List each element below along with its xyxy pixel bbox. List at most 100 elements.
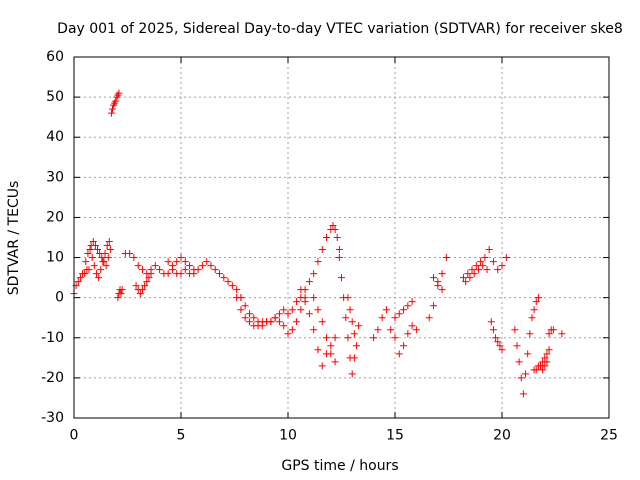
data-point xyxy=(352,342,360,350)
data-point xyxy=(228,282,236,290)
data-point xyxy=(98,254,106,262)
data-point xyxy=(549,326,557,334)
data-point xyxy=(545,346,553,354)
data-point xyxy=(297,306,305,314)
series-segment-8 xyxy=(164,254,198,274)
data-point xyxy=(346,306,354,314)
data-point xyxy=(233,294,241,302)
series-segment-15 xyxy=(370,306,420,358)
data-point xyxy=(310,270,318,278)
data-point xyxy=(314,258,322,266)
data-point xyxy=(481,254,489,262)
data-point xyxy=(267,318,275,326)
data-point xyxy=(515,358,523,366)
data-point xyxy=(305,278,313,286)
y-tick-label: 10 xyxy=(46,250,64,266)
data-point xyxy=(513,342,521,350)
data-point xyxy=(164,270,172,278)
data-point xyxy=(434,278,442,286)
data-point xyxy=(103,242,111,250)
data-point xyxy=(141,282,149,290)
data-point xyxy=(464,270,472,278)
data-point xyxy=(350,330,358,338)
data-point xyxy=(173,258,181,266)
data-point xyxy=(335,254,343,262)
data-point xyxy=(526,330,534,338)
series-segment-14 xyxy=(344,294,363,350)
data-point xyxy=(335,246,343,254)
data-point xyxy=(181,266,189,274)
data-point xyxy=(275,318,283,326)
series-segment-12 xyxy=(310,294,339,366)
data-point xyxy=(318,318,326,326)
data-point xyxy=(387,326,395,334)
data-point xyxy=(301,294,309,302)
data-point xyxy=(186,262,194,270)
y-tick-label: -20 xyxy=(41,370,64,386)
data-point xyxy=(342,314,350,322)
data-point xyxy=(284,330,292,338)
data-point xyxy=(216,270,224,278)
data-point xyxy=(496,342,504,350)
data-point xyxy=(348,370,356,378)
data-point xyxy=(408,322,416,330)
data-point xyxy=(459,274,467,282)
data-point xyxy=(100,258,108,266)
data-point xyxy=(318,246,326,254)
series-segment-11 xyxy=(297,286,339,370)
data-point xyxy=(537,362,545,370)
data-point xyxy=(370,334,378,342)
data-point xyxy=(530,306,538,314)
data-point xyxy=(327,342,335,350)
data-point xyxy=(164,258,172,266)
data-point xyxy=(477,258,485,266)
series-segment-20 xyxy=(462,262,491,286)
data-point xyxy=(76,274,84,282)
data-point xyxy=(156,266,164,274)
data-point xyxy=(522,370,530,378)
data-point xyxy=(245,318,253,326)
data-point xyxy=(474,266,482,274)
data-point xyxy=(470,270,478,278)
data-point xyxy=(329,221,337,229)
data-point xyxy=(97,266,105,274)
x-tick-label: 20 xyxy=(493,428,511,444)
data-point xyxy=(408,298,416,306)
data-point xyxy=(220,274,228,282)
data-point xyxy=(82,258,90,266)
data-point xyxy=(297,286,305,294)
series-segment-22 xyxy=(511,294,551,398)
data-point xyxy=(323,234,331,241)
data-point xyxy=(258,322,266,330)
data-point xyxy=(147,270,155,278)
data-point xyxy=(532,298,540,306)
data-point xyxy=(318,362,326,370)
x-tick-label: 15 xyxy=(386,428,404,444)
data-point xyxy=(344,294,352,302)
data-point xyxy=(400,342,408,350)
data-point xyxy=(438,286,446,294)
data-point xyxy=(115,89,123,97)
data-point xyxy=(117,290,125,298)
data-point xyxy=(138,266,146,274)
series-segment-4 xyxy=(107,89,123,117)
data-point xyxy=(466,274,474,282)
data-point xyxy=(331,225,339,233)
data-point xyxy=(541,354,549,362)
data-point xyxy=(134,262,142,270)
series-segment-23 xyxy=(530,346,553,374)
x-tick-label: 5 xyxy=(177,428,186,444)
x-tick-label: 25 xyxy=(600,428,618,444)
series-segment-13 xyxy=(335,254,358,378)
data-point xyxy=(245,310,253,318)
data-point xyxy=(250,314,258,322)
data-point xyxy=(305,310,313,318)
y-tick-label: 0 xyxy=(55,290,64,306)
data-point xyxy=(94,246,102,254)
data-point xyxy=(528,314,536,322)
data-point xyxy=(539,358,547,366)
series-segment-5 xyxy=(114,286,126,302)
data-point xyxy=(534,294,542,302)
series-segment-19 xyxy=(459,246,510,282)
data-point xyxy=(90,262,98,270)
